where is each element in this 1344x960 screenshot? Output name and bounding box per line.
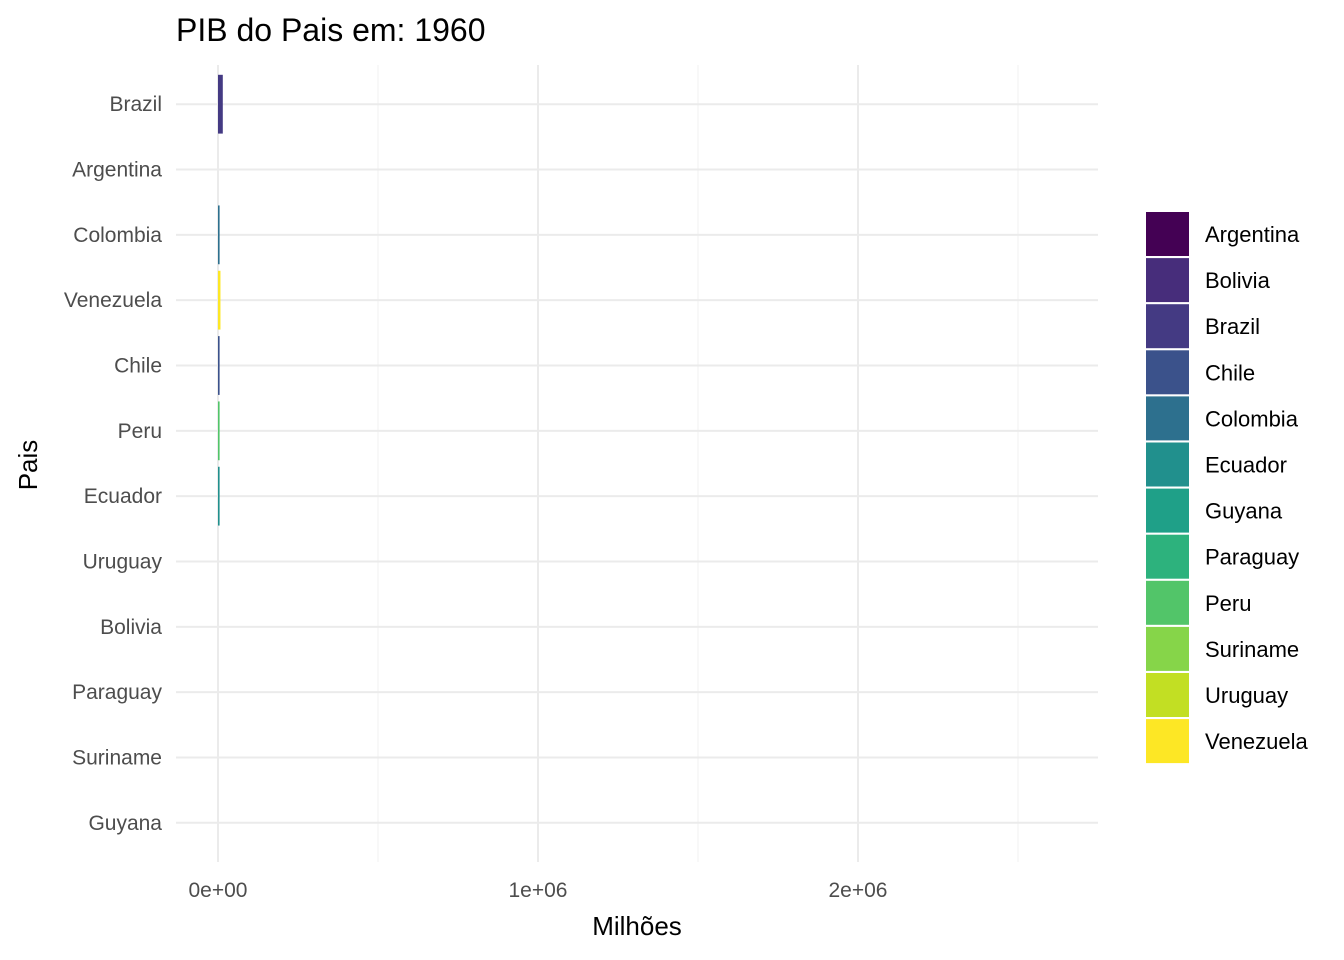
x-axis-ticks: 0e+00 1e+06 2e+06 xyxy=(189,879,888,902)
legend: Argentina Bolivia Brazil Chile Colombia Ecuad… xyxy=(1146,212,1309,764)
y-axis-label: Pais xyxy=(13,440,43,491)
y-axis-ticks: Brazil Argentina Colombia Venezuela Chile Per… xyxy=(64,93,163,835)
bar-ecuador xyxy=(218,466,220,526)
legend-key-uruguay xyxy=(1146,673,1189,717)
legend-label: Uruguay xyxy=(1205,683,1288,708)
y-tick-label: Bolivia xyxy=(100,616,162,639)
y-tick-label: Guyana xyxy=(88,812,162,835)
y-tick-label: Chile xyxy=(114,355,162,378)
legend-key-bolivia xyxy=(1146,258,1189,303)
legend-key-venezuela xyxy=(1146,719,1189,764)
legend-label: Chile xyxy=(1205,360,1255,385)
x-tick-label: 2e+06 xyxy=(829,879,888,902)
y-tick-label: Peru xyxy=(118,420,162,443)
y-tick-label: Uruguay xyxy=(83,550,163,573)
legend-label: Paraguay xyxy=(1205,545,1299,570)
bars xyxy=(218,74,223,526)
legend-key-guyana xyxy=(1146,488,1189,533)
y-tick-label: Paraguay xyxy=(72,681,162,704)
legend-key-colombia xyxy=(1146,396,1189,441)
y-tick-label: Venezuela xyxy=(64,289,162,312)
grid xyxy=(176,65,1098,862)
legend-key-argentina xyxy=(1146,212,1189,256)
legend-key-chile xyxy=(1146,350,1189,395)
y-tick-label: Colombia xyxy=(73,224,162,247)
legend-label: Colombia xyxy=(1205,406,1299,431)
bar-venezuela xyxy=(218,270,221,330)
legend-label: Guyana xyxy=(1205,499,1283,524)
y-tick-label: Brazil xyxy=(109,93,162,116)
legend-key-peru xyxy=(1146,580,1189,625)
legend-label: Bolivia xyxy=(1205,268,1271,293)
y-tick-label: Argentina xyxy=(72,159,162,182)
bar-brazil xyxy=(218,74,223,134)
legend-label: Venezuela xyxy=(1205,729,1309,754)
legend-label: Ecuador xyxy=(1205,453,1287,478)
legend-key-suriname xyxy=(1146,626,1189,671)
y-tick-label: Suriname xyxy=(72,746,162,769)
legend-label: Argentina xyxy=(1205,222,1300,247)
legend-key-brazil xyxy=(1146,304,1189,349)
bar-peru xyxy=(218,401,220,461)
x-tick-label: 0e+00 xyxy=(189,879,248,902)
bar-colombia xyxy=(218,205,220,265)
legend-label: Suriname xyxy=(1205,637,1299,662)
legend-key-ecuador xyxy=(1146,442,1189,487)
legend-label: Brazil xyxy=(1205,314,1260,339)
x-tick-label: 1e+06 xyxy=(509,879,568,902)
y-tick-label: Ecuador xyxy=(84,485,162,508)
legend-label: Peru xyxy=(1205,591,1251,616)
x-axis-label: Milhões xyxy=(592,911,682,941)
legend-key-paraguay xyxy=(1146,534,1189,579)
chart-title: PIB do Pais em: 1960 xyxy=(176,12,486,48)
bar-chile xyxy=(218,336,220,395)
